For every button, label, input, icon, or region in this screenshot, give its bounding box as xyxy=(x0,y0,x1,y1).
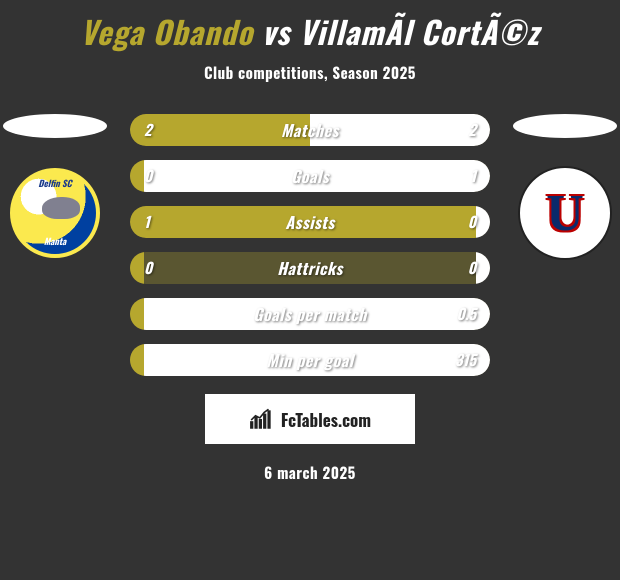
fctables-bars-icon xyxy=(249,408,275,430)
brand-badge[interactable]: FcTables.com xyxy=(205,394,415,444)
left-ellipse xyxy=(3,114,107,138)
logo1-top: Delfin SC xyxy=(14,176,96,190)
stat-label: Goals per match xyxy=(130,298,490,330)
brand-text: FcTables.com xyxy=(281,407,371,432)
stat-label: Assists xyxy=(130,206,490,238)
stat-label: Hattricks xyxy=(130,252,490,284)
stat-row-goals-per-match: Goals per match0.5 xyxy=(130,298,490,330)
logo2-letter: U xyxy=(546,184,584,243)
stat-value-right: 1 xyxy=(470,160,476,192)
vs-text: vs xyxy=(262,8,299,54)
right-team-logo: U xyxy=(520,168,610,258)
right-side: U xyxy=(510,114,620,258)
stat-value-right: 315 xyxy=(455,344,476,376)
stat-row-assists: Assists1 0 xyxy=(130,206,490,238)
page-title: Vega Obando vs VillamÃ­l CortÃ©z xyxy=(0,0,620,54)
player-left-name: Vega Obando xyxy=(80,8,253,54)
comparison-panel: Delfin SC Manta U Matches22Goals01Assist… xyxy=(0,114,620,376)
stat-value-right: 0.5 xyxy=(456,298,476,330)
left-team-logo: Delfin SC Manta xyxy=(10,168,100,258)
stat-value-left: 0 xyxy=(144,160,152,192)
stat-value-left: 1 xyxy=(144,206,150,238)
stat-rows: Matches22Goals01Assists10Hattricks00Goal… xyxy=(130,114,490,376)
stat-value-right: 2 xyxy=(468,114,476,146)
stat-label: Min per goal xyxy=(130,344,490,376)
right-ellipse xyxy=(513,114,617,138)
stat-label: Matches xyxy=(130,114,490,146)
stat-value-right: 0 xyxy=(468,252,476,284)
date-text: 6 march 2025 xyxy=(0,462,620,484)
stat-row-hattricks: Hattricks0 0 xyxy=(130,252,490,284)
player-right-name: VillamÃ­l CortÃ©z xyxy=(299,8,539,54)
stat-row-goals: Goals0 1 xyxy=(130,160,490,192)
stat-row-matches: Matches2 2 xyxy=(130,114,490,146)
left-side: Delfin SC Manta xyxy=(0,114,110,258)
stat-value-left: 2 xyxy=(144,114,152,146)
stat-label: Goals xyxy=(130,160,490,192)
stat-value-left: 0 xyxy=(144,252,152,284)
subtitle: Club competitions, Season 2025 xyxy=(0,62,620,84)
stat-value-right: 0 xyxy=(468,206,476,238)
logo1-bottom: Manta xyxy=(14,234,96,248)
stat-row-min-per-goal: Min per goal315 xyxy=(130,344,490,376)
